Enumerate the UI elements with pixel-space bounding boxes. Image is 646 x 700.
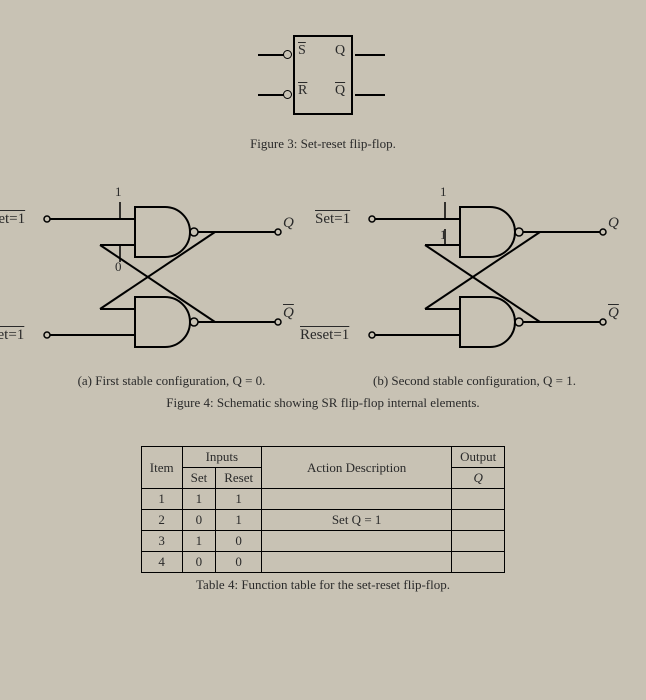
fig4-caption: Figure 4: Schematic showing SR flip-flop… xyxy=(20,395,626,411)
th-q: Q xyxy=(452,468,505,489)
table-row: 111 xyxy=(141,489,504,510)
qbar-a: Q xyxy=(283,305,294,322)
subcaption-row: (a) First stable configuration, Q = 0. (… xyxy=(20,371,626,389)
pin-r-bar: R xyxy=(298,83,307,99)
cell-reset: 1 xyxy=(216,489,262,510)
val-bot-a: 0 xyxy=(115,259,122,275)
cell-set: 1 xyxy=(182,531,216,552)
sr-block-symbol: S R Q Q xyxy=(223,30,423,130)
th-action: Action Description xyxy=(262,447,452,489)
cell-reset: 0 xyxy=(216,531,262,552)
schematic-a: Set=1 Reset=1 1 0 Q Q xyxy=(25,187,305,367)
cell-item: 1 xyxy=(141,489,182,510)
cell-action xyxy=(262,552,452,573)
cell-set: 1 xyxy=(182,489,216,510)
set-label-a: Set=1 xyxy=(0,211,25,228)
schematic-row: Set=1 Reset=1 1 0 Q Q xyxy=(20,187,626,367)
table-row: 201Set Q = 1 xyxy=(141,510,504,531)
th-output: Output xyxy=(452,447,505,468)
fig3-caption: Figure 3: Set-reset flip-flop. xyxy=(20,136,626,152)
th-item: Item xyxy=(141,447,182,489)
page: S R Q Q Figure 3: Set-reset flip-flop. xyxy=(20,30,626,690)
wire-s xyxy=(258,54,284,56)
table-header-row1: Item Inputs Action Description Output xyxy=(141,447,504,468)
caption-b: (b) Second stable configuration, Q = 1. xyxy=(323,373,626,389)
wire-qbar xyxy=(355,94,385,96)
cell-set: 0 xyxy=(182,510,216,531)
wire-q xyxy=(355,54,385,56)
cell-action xyxy=(262,489,452,510)
th-inputs: Inputs xyxy=(182,447,262,468)
val-top-b: 1 xyxy=(440,184,447,200)
q-a: Q xyxy=(283,215,294,232)
reset-label-a: Reset=1 xyxy=(0,327,24,344)
table-row: 310 xyxy=(141,531,504,552)
cell-reset: 1 xyxy=(216,510,262,531)
set-label-b: Set=1 xyxy=(315,211,350,228)
cell-reset: 0 xyxy=(216,552,262,573)
bubble-s xyxy=(283,50,292,59)
th-set: Set xyxy=(182,468,216,489)
reset-label-b: Reset=1 xyxy=(300,327,349,344)
q-b: Q xyxy=(608,215,619,232)
val-top-a: 1 xyxy=(115,184,122,200)
cell-output xyxy=(452,552,505,573)
cell-action xyxy=(262,531,452,552)
th-reset: Reset xyxy=(216,468,262,489)
table-row: 400 xyxy=(141,552,504,573)
cell-action: Set Q = 1 xyxy=(262,510,452,531)
pin-q: Q xyxy=(335,43,345,59)
table-wrap: Item Inputs Action Description Output Se… xyxy=(113,446,533,593)
qbar-b: Q xyxy=(608,305,619,322)
table-body: 111201Set Q = 1310400 xyxy=(141,489,504,573)
cell-set: 0 xyxy=(182,552,216,573)
cell-item: 3 xyxy=(141,531,182,552)
val-bot-b: 1 xyxy=(440,227,447,243)
cell-output xyxy=(452,510,505,531)
caption-a: (a) First stable configuration, Q = 0. xyxy=(20,373,323,389)
cell-output xyxy=(452,531,505,552)
cell-item: 4 xyxy=(141,552,182,573)
table-caption: Table 4: Function table for the set-rese… xyxy=(113,577,533,593)
pin-s-bar: S xyxy=(298,43,306,59)
wire-r xyxy=(258,94,284,96)
cell-output xyxy=(452,489,505,510)
pin-qbar: Q xyxy=(335,83,345,99)
cell-item: 2 xyxy=(141,510,182,531)
function-table: Item Inputs Action Description Output Se… xyxy=(141,446,505,573)
schematic-b: Set=1 Reset=1 1 1 Q Q xyxy=(350,187,630,367)
bubble-r xyxy=(283,90,292,99)
